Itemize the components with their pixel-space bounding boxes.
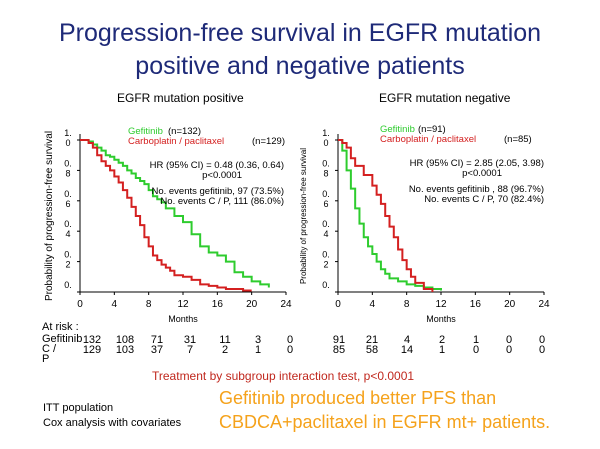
left-x-tick-label: 8 [146, 299, 152, 310]
left-at-risk-cp-value: 7 [186, 344, 194, 356]
left-at-risk-cp-value: 103 [115, 344, 135, 356]
right-at-risk-gefitinib-value: 2 [438, 334, 446, 346]
left-y-tick-label: 0. 6 [64, 189, 72, 209]
left-at-risk-gefitinib-value: 3 [254, 334, 262, 346]
right-y-tick-label: 0. [322, 280, 330, 290]
left-series-gefitinib-line [80, 139, 270, 288]
right-legend-cp-name: Carboplatin / paclitaxel [380, 134, 476, 145]
left-at-risk-gefitinib-value: 132 [82, 334, 102, 346]
left-y-tick-label: 0. 2 [64, 250, 72, 270]
left-legend-cp-name: Carboplatin / paclitaxel [128, 136, 224, 147]
right-x-tick-label: 24 [538, 299, 550, 310]
footer-cox: Cox analysis with covariates [43, 417, 182, 429]
right-x-tick-label: 4 [370, 299, 376, 310]
left-at-risk-cp-value: 1 [254, 344, 262, 356]
right-at-risk-gefitinib-value: 1 [472, 334, 480, 346]
right-at-risk-cp-value: 0 [505, 344, 513, 356]
left-x-tick-label: 20 [246, 299, 258, 310]
left-y-tick-label: 0. 4 [64, 219, 72, 239]
right-at-risk-gefitinib-value: 21 [365, 334, 379, 346]
left-at-risk-gefitinib-value: 71 [150, 334, 164, 346]
left-at-risk-gefitinib-value: 108 [115, 334, 135, 346]
right-x-tick-label: 0 [335, 299, 341, 310]
at-risk-header: At risk : [42, 321, 79, 333]
left-events-gefitinib: No. events gefitinib, 97 (73.5%) [151, 186, 284, 197]
right-at-risk-cp-value: 0 [472, 344, 480, 356]
left-x-tick-label: 16 [212, 299, 224, 310]
right-legend-gefitinib-n: (n=91) [418, 124, 446, 135]
left-legend-gefitinib-name: Gefitinib [128, 126, 163, 137]
right-x-tick-label: 20 [504, 299, 516, 310]
left-at-risk-gefitinib-value: 11 [219, 334, 231, 346]
right-hr-annotation: HR (95% CI) = 2.85 (2.05, 3.98) [410, 158, 544, 169]
interaction-test-note: Treatment by subgroup interaction test, … [152, 369, 415, 383]
right-y-tick-label: 0. 2 [322, 250, 330, 270]
left-legend-gefitinib-n: (n=132) [168, 126, 201, 137]
left-at-risk-cp-value: 129 [82, 344, 102, 356]
right-at-risk-cp-value: 1 [438, 344, 446, 356]
at-risk-label-gefitinib: Gefitinib [42, 333, 83, 345]
right-x-tick-label: 12 [435, 299, 447, 310]
left-at-risk-cp-value: 37 [150, 344, 164, 356]
left-at-risk-gefitinib-value: 31 [183, 334, 197, 346]
right-y-axis-label: Probability of progression-free survival [299, 148, 308, 284]
left-y-axis-label: Probability of progression-free survival [44, 131, 55, 301]
left-x-tick-label: 12 [177, 299, 189, 310]
left-legend-cp-n: (n=129) [252, 136, 285, 147]
right-legend-gefitinib-name: Gefitinib [380, 124, 415, 135]
right-y-tick-label: 1. 0 [322, 128, 330, 148]
at-risk-label-cp-2: P [42, 353, 50, 365]
slide-title-line2: positive and negative patients [135, 52, 465, 80]
right-at-risk-gefitinib-value: 91 [332, 334, 346, 346]
right-x-tick-label: 8 [404, 299, 410, 310]
left-y-tick-label: 1. 0 [64, 128, 72, 148]
left-y-tick-label: 0. 8 [64, 158, 72, 178]
left-hr-annotation: HR (95% CI) = 0.48 (0.36, 0.64) [150, 160, 284, 171]
left-at-risk-gefitinib-value: 0 [286, 334, 294, 346]
left-x-tick-label: 24 [280, 299, 292, 310]
slide-title-line1: Progression-free survival in EGFR mutati… [58, 19, 542, 47]
left-series-cp-line [80, 139, 252, 292]
right-at-risk-gefitinib-value: 0 [505, 334, 513, 346]
left-at-risk-cp-value: 2 [221, 344, 229, 356]
left-x-tick-label: 4 [112, 299, 118, 310]
left-p-annotation: p<0.0001 [202, 170, 242, 181]
conclusion-line2: CBDCA+paclitaxel in EGFR mt+ patients. [219, 412, 551, 432]
right-events-cp: No. events C / P, 70 (82.4%) [424, 194, 544, 205]
right-at-risk-gefitinib-value: 0 [538, 334, 546, 346]
conclusion-line1: Gefitinib produced better PFS than [219, 388, 497, 408]
right-at-risk-cp-value: 58 [365, 344, 379, 356]
footer-itt: ITT population [43, 402, 114, 414]
right-at-risk-gefitinib-value: 4 [403, 334, 411, 346]
right-series-cp-line [338, 139, 434, 292]
right-x-tick-label: 16 [470, 299, 482, 310]
right-p-annotation: p<0.0001 [462, 168, 502, 179]
right-y-tick-label: 0. 6 [322, 189, 330, 209]
right-at-risk-cp-value: 0 [538, 344, 546, 356]
left-panel-title: EGFR mutation positive [117, 91, 244, 105]
right-at-risk-cp-value: 14 [400, 344, 414, 356]
left-x-tick-label: 0 [77, 299, 83, 310]
left-at-risk-cp-value: 0 [286, 344, 294, 356]
right-x-axis-label: Months [426, 314, 456, 324]
left-events-cp: No. events C / P, 111 (86.0%) [160, 196, 284, 207]
right-y-tick-label: 0. 4 [322, 219, 330, 239]
left-y-tick-label: 0. [64, 280, 72, 290]
left-x-axis-label: Months [168, 314, 198, 324]
right-panel-title: EGFR mutation negative [379, 91, 511, 105]
conclusion-text: Gefitinib produced better PFS than CBDCA… [219, 386, 550, 434]
right-y-tick-label: 0. 8 [322, 158, 330, 178]
right-events-gefitinib: No. events gefitinib , 88 (96.7%) [409, 184, 544, 195]
at-risk-label-cp: C / [42, 343, 57, 355]
right-series-gefitinib-line [338, 139, 442, 291]
right-at-risk-cp-value: 85 [332, 344, 346, 356]
right-legend-cp-n: (n=85) [504, 134, 532, 145]
